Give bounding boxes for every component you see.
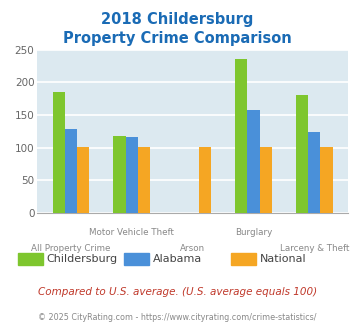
Bar bbox=[138, 147, 150, 213]
Bar bbox=[260, 147, 272, 213]
Text: Childersburg: Childersburg bbox=[47, 254, 118, 264]
Text: 2018 Childersburg: 2018 Childersburg bbox=[101, 12, 254, 26]
Text: Property Crime Comparison: Property Crime Comparison bbox=[63, 31, 292, 46]
Text: Motor Vehicle Theft: Motor Vehicle Theft bbox=[89, 228, 174, 237]
Text: Compared to U.S. average. (U.S. average equals 100): Compared to U.S. average. (U.S. average … bbox=[38, 287, 317, 297]
Text: All Property Crime: All Property Crime bbox=[31, 244, 110, 253]
Text: National: National bbox=[260, 254, 306, 264]
Bar bbox=[321, 147, 333, 213]
Bar bbox=[65, 129, 77, 213]
Text: © 2025 CityRating.com - https://www.cityrating.com/crime-statistics/: © 2025 CityRating.com - https://www.city… bbox=[38, 313, 317, 322]
Bar bbox=[53, 92, 65, 213]
Bar bbox=[296, 95, 308, 213]
Text: Burglary: Burglary bbox=[235, 228, 272, 237]
Bar bbox=[308, 132, 321, 213]
Text: Larceny & Theft: Larceny & Theft bbox=[280, 244, 349, 253]
Bar bbox=[247, 110, 260, 213]
Bar bbox=[126, 137, 138, 213]
Bar bbox=[113, 136, 126, 213]
Bar bbox=[235, 59, 247, 213]
Text: Alabama: Alabama bbox=[153, 254, 203, 264]
Text: Arson: Arson bbox=[180, 244, 205, 253]
Bar bbox=[199, 147, 211, 213]
Bar bbox=[77, 147, 89, 213]
